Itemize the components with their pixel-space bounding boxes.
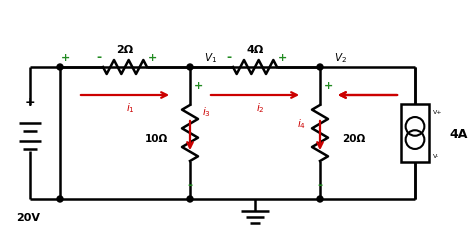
Text: -: -	[96, 51, 101, 64]
Text: +: +	[194, 81, 204, 91]
Text: -: -	[227, 51, 232, 64]
Text: 2Ω: 2Ω	[117, 45, 134, 55]
Text: $V_1$: $V_1$	[204, 51, 217, 65]
Circle shape	[317, 65, 323, 71]
Text: V-: V-	[433, 153, 439, 158]
Text: 20V: 20V	[16, 212, 40, 222]
Text: -: -	[318, 179, 323, 192]
Text: -: -	[187, 179, 192, 192]
Bar	[401, 104, 429, 162]
Text: 4Ω: 4Ω	[246, 45, 264, 55]
Text: +: +	[61, 53, 71, 63]
Text: 20Ω: 20Ω	[342, 134, 365, 143]
Text: $i_3$: $i_3$	[202, 105, 211, 118]
Text: 4A: 4A	[449, 127, 467, 140]
Text: $i_1$: $i_1$	[126, 101, 135, 114]
Text: +: +	[278, 53, 288, 63]
Circle shape	[57, 65, 63, 71]
Circle shape	[57, 196, 63, 202]
Text: V+: V+	[433, 109, 443, 114]
Circle shape	[187, 196, 193, 202]
Text: $i_4$: $i_4$	[297, 117, 306, 130]
Text: $i_2$: $i_2$	[255, 101, 264, 114]
Text: $V_2$: $V_2$	[334, 51, 347, 65]
Text: +: +	[25, 95, 35, 108]
Text: +: +	[148, 53, 158, 63]
Text: 10Ω: 10Ω	[145, 134, 168, 143]
Circle shape	[317, 196, 323, 202]
Text: +: +	[324, 81, 334, 91]
Circle shape	[187, 65, 193, 71]
